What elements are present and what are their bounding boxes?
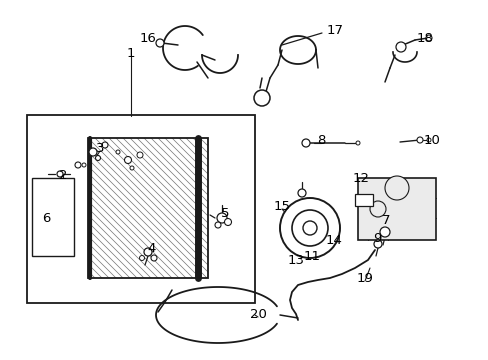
Circle shape [124, 157, 131, 163]
Circle shape [49, 238, 57, 246]
Circle shape [395, 42, 405, 52]
Text: 5: 5 [220, 207, 229, 220]
Circle shape [82, 163, 86, 167]
Circle shape [369, 201, 385, 217]
Circle shape [303, 221, 316, 235]
Circle shape [116, 150, 120, 154]
Bar [27, 115, 254, 303]
Circle shape [156, 39, 163, 47]
Text: 11: 11 [303, 249, 320, 262]
Circle shape [50, 225, 56, 231]
Circle shape [384, 176, 408, 200]
Text: 15: 15 [273, 199, 290, 212]
Circle shape [215, 222, 221, 228]
Text: 19: 19 [356, 271, 373, 284]
Circle shape [365, 198, 368, 202]
Text: 10: 10 [423, 134, 440, 147]
Circle shape [416, 137, 422, 143]
Text: 4: 4 [147, 242, 156, 255]
Circle shape [217, 213, 226, 223]
Circle shape [357, 198, 360, 202]
Circle shape [253, 90, 269, 106]
Circle shape [75, 162, 81, 168]
Text: 3: 3 [96, 141, 104, 154]
Circle shape [373, 240, 381, 248]
Bar [88, 138, 207, 278]
Circle shape [57, 171, 63, 177]
Text: 20: 20 [249, 307, 266, 320]
Bar [357, 178, 435, 240]
Circle shape [297, 189, 305, 197]
Circle shape [151, 255, 157, 261]
Text: 18: 18 [416, 32, 432, 45]
Text: 7: 7 [381, 213, 389, 226]
Circle shape [379, 227, 389, 237]
Circle shape [355, 141, 359, 145]
Circle shape [95, 156, 101, 161]
Circle shape [224, 219, 231, 225]
Text: 12: 12 [352, 171, 369, 185]
Circle shape [89, 148, 97, 156]
Circle shape [137, 152, 142, 158]
Circle shape [280, 198, 339, 258]
Circle shape [130, 166, 134, 170]
Circle shape [139, 256, 144, 261]
Bar [354, 194, 372, 206]
Circle shape [291, 210, 327, 246]
Text: 14: 14 [325, 234, 342, 247]
Text: 1: 1 [126, 46, 135, 59]
Circle shape [302, 139, 309, 147]
Circle shape [426, 138, 430, 142]
Text: 6: 6 [42, 212, 50, 225]
Text: 8: 8 [316, 134, 325, 147]
Text: 13: 13 [287, 253, 304, 266]
Circle shape [102, 142, 108, 148]
Text: 9: 9 [372, 231, 381, 244]
Text: 16: 16 [139, 32, 156, 45]
Bar [32, 178, 74, 256]
Circle shape [143, 248, 152, 256]
Circle shape [425, 35, 431, 41]
Text: 2: 2 [59, 168, 67, 181]
Circle shape [361, 198, 364, 202]
Text: 17: 17 [326, 23, 343, 36]
